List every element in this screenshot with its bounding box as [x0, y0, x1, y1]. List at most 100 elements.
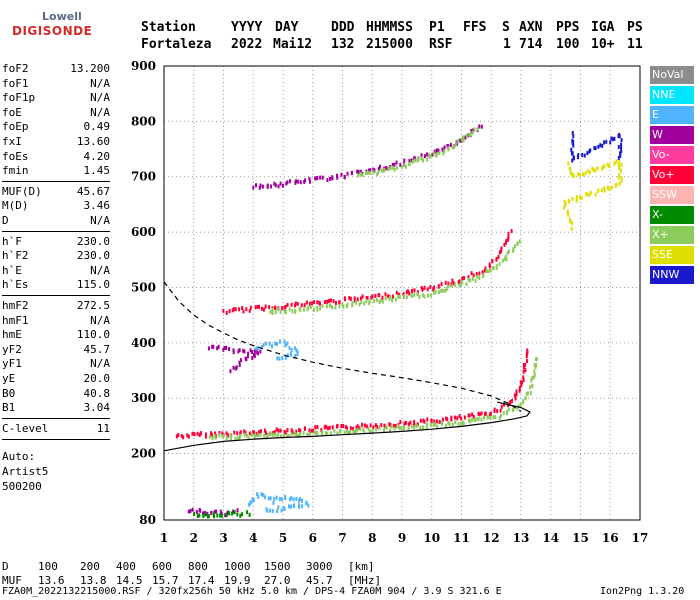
echo-point: [423, 285, 426, 290]
param-value: 3.46: [83, 199, 111, 213]
echo-point: [524, 368, 527, 373]
echo-point: [458, 279, 461, 284]
header-val-0: Fortaleza: [141, 37, 212, 52]
echo-point: [407, 422, 410, 427]
echo-point: [310, 305, 313, 310]
echo-point: [534, 365, 537, 370]
param-label: yF2: [2, 342, 22, 356]
echo-point: [257, 304, 260, 309]
echo-point: [281, 183, 284, 188]
echo-point: [392, 165, 395, 170]
footer-row_d-cell: 1500: [264, 560, 291, 573]
echo-point: [398, 294, 401, 299]
param-value: 13.200: [70, 62, 110, 75]
echo-point: [377, 170, 380, 175]
echo-point: [567, 212, 570, 217]
param-label: hmF2: [2, 299, 29, 312]
echo-point: [569, 170, 572, 175]
echo-point: [359, 169, 362, 174]
echo-point: [571, 174, 574, 179]
echo-point: [365, 170, 368, 175]
echo-point: [571, 130, 574, 135]
echo-point: [506, 251, 509, 256]
echo-point: [378, 164, 381, 169]
echo-point: [285, 181, 288, 186]
echo-point: [620, 138, 623, 143]
echo-point: [283, 429, 286, 434]
echo-point: [369, 170, 372, 175]
echo-point: [487, 269, 490, 274]
echo-point: [210, 432, 213, 437]
footer-row_d-cell: [km]: [348, 560, 375, 573]
echo-point: [522, 399, 525, 404]
echo-point: [384, 296, 387, 301]
echo-point: [260, 492, 263, 497]
param-label: MUF(D): [2, 184, 42, 198]
echo-point: [206, 514, 209, 519]
x-tick-label: 15: [572, 531, 589, 545]
echo-point: [383, 423, 386, 428]
echo-point: [347, 430, 350, 435]
echo-point: [227, 433, 230, 438]
header-col-5: P1: [429, 20, 445, 35]
echo-point: [489, 416, 492, 421]
echo-point: [351, 171, 354, 176]
echo-point: [228, 347, 231, 352]
echo-point: [290, 431, 293, 436]
echo-point: [298, 427, 301, 432]
echo-point: [403, 158, 406, 163]
param-row: h`F 230.0: [2, 235, 110, 250]
x-tick-label: 4: [249, 531, 257, 545]
echo-point: [196, 514, 199, 519]
echo-point: [294, 353, 297, 358]
echo-point: [211, 344, 214, 349]
echo-point: [229, 436, 232, 441]
echo-point: [353, 298, 356, 303]
echo-point: [535, 362, 538, 367]
echo-point: [212, 514, 215, 519]
echo-point: [402, 292, 405, 297]
echo-point: [475, 417, 478, 422]
echo-point: [326, 299, 329, 304]
echo-point: [244, 430, 247, 435]
param-value: 20.0: [83, 372, 111, 385]
param-row: yE 20.0: [2, 372, 110, 387]
echo-point: [519, 402, 522, 407]
echo-point: [258, 185, 261, 190]
echo-point: [277, 505, 280, 510]
param-label: foF1p: [2, 91, 36, 105]
echo-point: [494, 415, 497, 420]
echo-point: [441, 147, 444, 152]
echo-point: [289, 351, 292, 356]
echo-point: [272, 500, 275, 505]
param-label: hmF1: [2, 313, 29, 327]
echo-point: [295, 348, 298, 353]
echo-point: [308, 179, 311, 184]
echo-point: [399, 419, 402, 424]
echo-point: [389, 423, 392, 428]
echo-point: [376, 424, 379, 429]
echo-point: [340, 172, 343, 177]
echo-point: [259, 432, 262, 437]
echo-point: [418, 294, 421, 299]
echo-point: [603, 140, 606, 145]
footer-row_d-cell: 100: [38, 560, 58, 573]
param-label: hmE: [2, 328, 22, 342]
echo-point: [280, 306, 283, 311]
echo-point: [193, 432, 196, 437]
echo-point: [257, 433, 260, 438]
echo-point: [504, 255, 507, 260]
echo-point: [577, 172, 580, 177]
echo-point: [300, 303, 303, 308]
echo-point: [592, 167, 595, 172]
echo-point: [204, 512, 207, 517]
echo-point: [588, 193, 591, 198]
echo-point: [290, 302, 293, 307]
echo-point: [472, 273, 475, 278]
echo-point: [289, 179, 292, 184]
echo-point: [459, 282, 462, 287]
echo-point: [446, 417, 449, 422]
echo-point: [294, 301, 297, 306]
echo-point: [438, 419, 441, 424]
echo-point: [410, 293, 413, 298]
